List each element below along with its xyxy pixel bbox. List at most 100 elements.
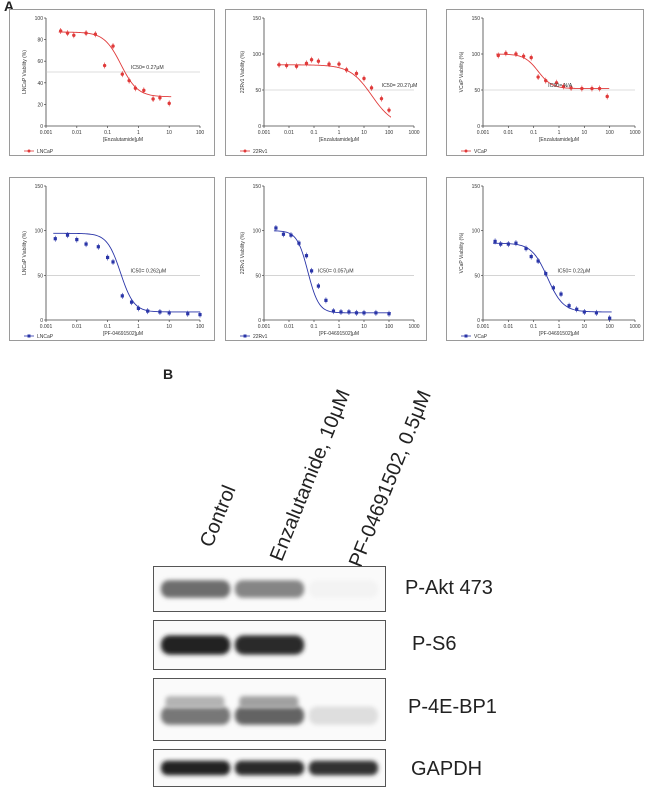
data-point xyxy=(316,284,321,288)
data-point xyxy=(337,62,341,66)
data-point xyxy=(567,304,571,308)
ic50-annotation: IC50= 0.262μM xyxy=(130,268,166,274)
x-tick-label: 1 xyxy=(137,130,140,136)
data-point xyxy=(84,31,88,35)
data-point xyxy=(151,97,155,101)
data-point xyxy=(186,312,190,316)
y-tick-label: 100 xyxy=(253,52,262,58)
data-point xyxy=(339,310,343,314)
x-axis-label: [Enzalutamide]μM xyxy=(103,137,143,143)
data-point xyxy=(374,311,378,315)
data-point xyxy=(354,311,359,315)
ic50-annotation: IC50= 0.22μM xyxy=(557,268,590,274)
x-tick-label: 0.01 xyxy=(503,324,513,330)
chart-frame-4: 0 50 100 150 0.001 0.01 0.1 1 10 100 IC50= 0.262μM… xyxy=(9,177,215,341)
lane-label-pf04691502: PF-04691502, 0.5μM xyxy=(345,387,436,571)
x-tick-label: 1 xyxy=(137,324,140,330)
x-tick-label: 100 xyxy=(196,324,205,330)
data-point xyxy=(521,54,526,58)
x-tick-label: 100 xyxy=(385,324,394,330)
data-point xyxy=(53,237,57,241)
blot-gapdh xyxy=(153,749,386,787)
y-tick-label: 50 xyxy=(255,273,261,279)
chart-svg-3: 0 50 100 150 0.001 0.01 0.1 1 10 100 1000 IC50= N/A… xyxy=(459,16,641,155)
data-point xyxy=(106,255,110,260)
data-point xyxy=(111,44,115,48)
x-tick-label: 10 xyxy=(582,130,588,136)
data-point xyxy=(551,286,555,290)
x-tick-label: 1 xyxy=(558,324,561,330)
legend-marker xyxy=(27,334,31,338)
x-tick-label: 0.001 xyxy=(477,130,490,136)
data-point xyxy=(536,259,540,263)
data-point xyxy=(75,238,79,242)
data-point xyxy=(362,76,366,81)
x-tick-label: 0.001 xyxy=(40,130,53,136)
data-point xyxy=(582,310,586,314)
x-tick-label: 0.1 xyxy=(530,130,537,136)
x-tick-label: 100 xyxy=(196,130,205,136)
blot-bands-2 xyxy=(160,696,379,725)
x-tick-label: 0.01 xyxy=(503,130,513,136)
chart-svg-1: 0 20 40 60 80 100 0.001 0.01 0.1 1 10 100 IC50= 0.27… xyxy=(22,16,205,155)
data-point xyxy=(524,246,528,251)
blot-bands-1 xyxy=(160,635,305,655)
data-point xyxy=(569,86,573,90)
data-point xyxy=(136,306,140,310)
y-tick-label: 150 xyxy=(253,16,262,22)
data-point xyxy=(111,260,115,264)
y-axis-label: VCaP Viability (%) xyxy=(459,232,465,273)
chart-frame-2: 0 50 100 150 0.001 0.01 0.1 1 10 100 1000 IC50= 20.… xyxy=(225,9,427,156)
data-point xyxy=(514,241,518,245)
data-point xyxy=(514,52,518,56)
data-point xyxy=(72,33,76,37)
data-point xyxy=(294,64,299,68)
chart-svg-4: 0 50 100 150 0.001 0.01 0.1 1 10 100 IC50= 0.262μM… xyxy=(22,184,205,340)
x-axis-label: [PF-04691502]μM xyxy=(319,331,359,337)
legend-label: LNCaP xyxy=(37,334,54,340)
x-tick-label: 100 xyxy=(605,324,614,330)
data-point xyxy=(536,75,540,79)
blot-p-4e-bp1 xyxy=(153,678,386,741)
data-point xyxy=(281,232,286,236)
data-point xyxy=(309,269,314,273)
data-point xyxy=(327,62,331,66)
data-point xyxy=(289,233,293,237)
fit-curve xyxy=(53,232,200,313)
band xyxy=(160,635,231,655)
chart-frame-6: 0 50 100 150 0.001 0.01 0.1 1 10 100 1000 IC50= 0.2… xyxy=(446,177,644,341)
data-point xyxy=(544,78,548,83)
x-tick-label: 1000 xyxy=(408,324,419,330)
data-point xyxy=(324,298,328,302)
x-tick-label: 0.1 xyxy=(104,130,111,136)
band xyxy=(234,706,305,725)
x-tick-label: 0.01 xyxy=(72,324,82,330)
y-tick-label: 50 xyxy=(474,88,480,94)
x-tick-label: 1000 xyxy=(629,130,640,136)
data-point xyxy=(387,312,391,316)
x-tick-label: 100 xyxy=(385,130,394,136)
y-tick-label: 150 xyxy=(472,16,481,22)
x-tick-label: 1 xyxy=(338,324,341,330)
y-axis-label: LNCaP Viability (%) xyxy=(22,50,28,94)
panel-label-b: B xyxy=(163,366,174,382)
x-tick-label: 0.001 xyxy=(40,324,53,330)
y-tick-label: 0 xyxy=(477,124,480,130)
data-point xyxy=(133,86,138,90)
blot-bands-3 xyxy=(160,760,379,776)
data-point xyxy=(331,309,336,313)
chart-frame-1: 0 20 40 60 80 100 0.001 0.01 0.1 1 10 100 IC50= 0.27… xyxy=(9,9,215,156)
protein-label-p-4e-bp1: P-4E-BP1 xyxy=(408,696,497,718)
x-tick-label: 10 xyxy=(582,324,588,330)
protein-label-gapdh: GAPDH xyxy=(411,758,483,780)
data-point xyxy=(146,309,150,313)
y-tick-label: 100 xyxy=(35,229,44,235)
data-point xyxy=(102,63,107,68)
data-point xyxy=(529,254,533,259)
data-point xyxy=(65,233,70,237)
data-point xyxy=(167,101,171,106)
y-tick-label: 0 xyxy=(40,318,43,324)
chart-frame-3: 0 50 100 150 0.001 0.01 0.1 1 10 100 1000 IC50= N/A… xyxy=(446,9,644,156)
x-axis-label: [Enzalutamide]μM xyxy=(539,137,579,143)
data-point xyxy=(167,311,171,315)
